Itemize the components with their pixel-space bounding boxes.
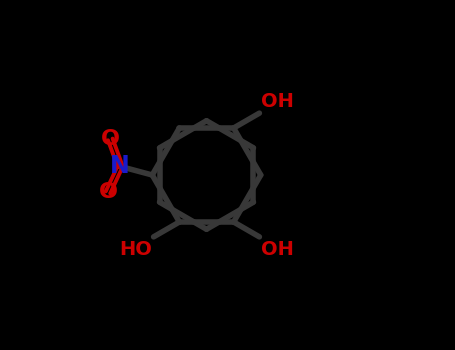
Text: O: O (98, 182, 117, 202)
Text: OH: OH (261, 240, 294, 259)
Text: O: O (101, 130, 120, 149)
Text: OH: OH (261, 92, 294, 111)
Text: HO: HO (119, 240, 152, 259)
Text: N: N (110, 154, 130, 178)
